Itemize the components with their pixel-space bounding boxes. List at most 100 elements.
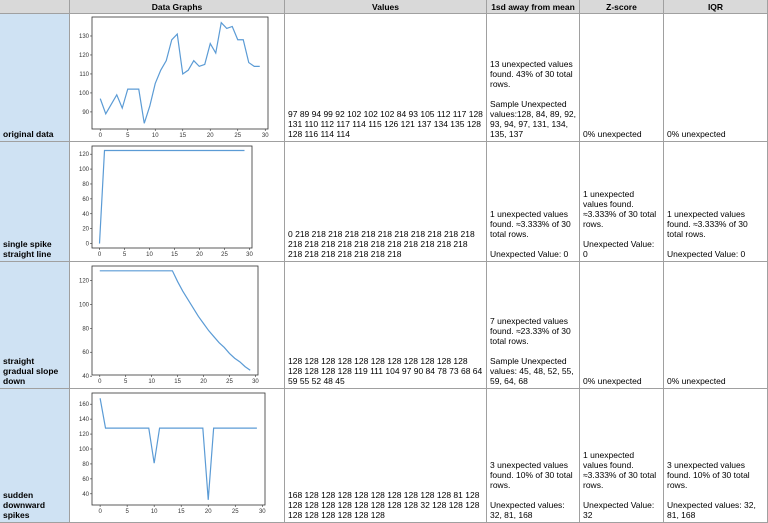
x-tick-label: 30 bbox=[252, 379, 259, 385]
result-text: 3 unexpected values found. 10% of 30 tot… bbox=[667, 460, 750, 490]
header-cell: Data Graphs bbox=[70, 0, 285, 14]
sd-cell: 13 unexpected values found. 43% of 30 to… bbox=[487, 14, 580, 142]
values-cell: 0 218 218 218 218 218 218 218 218 218 21… bbox=[285, 142, 487, 262]
result-text: 1 unexpected values found. ≈3.333% of 30… bbox=[583, 450, 657, 490]
data-line bbox=[98, 149, 245, 244]
iqr-cell: 1 unexpected values found. ≈3.333% of 30… bbox=[664, 142, 768, 262]
result-text: Unexpected Value: 0 bbox=[490, 249, 569, 259]
spacer bbox=[490, 346, 576, 356]
result-text: Unexpected Value: 32 bbox=[583, 500, 655, 520]
graph-cell: 0 5 10 15 20 25 30 40 60 80 100 120 140 160 bbox=[70, 389, 285, 523]
result-text: Unexpected Value: 0 bbox=[583, 239, 655, 259]
y-tick-label: 160 bbox=[79, 402, 90, 408]
y-tick-label: 110 bbox=[79, 72, 89, 78]
y-tick-label: 100 bbox=[79, 91, 90, 97]
y-tick-label: 0 bbox=[86, 242, 90, 248]
graph-cell: 0 5 10 15 20 25 30 90 100 110 120 130 bbox=[70, 14, 285, 142]
graph-cell: 0 5 10 15 20 25 30 40 60 80 100 120 bbox=[70, 262, 285, 389]
y-tick-label: 120 bbox=[79, 53, 90, 59]
data-line bbox=[99, 398, 257, 500]
spacer bbox=[490, 89, 576, 99]
x-tick-label: 15 bbox=[178, 509, 185, 515]
header-cell bbox=[0, 0, 70, 14]
y-tick-label: 120 bbox=[79, 278, 90, 284]
plot-frame bbox=[91, 392, 266, 506]
line-chart: 0 5 10 15 20 25 30 0 20 40 60 80 100 120 bbox=[79, 145, 253, 258]
y-tick-label: 60 bbox=[82, 350, 89, 356]
x-tick-label: 20 bbox=[207, 133, 214, 139]
result-text: 1 unexpected values found. ≈3.333% of 30… bbox=[583, 189, 657, 229]
x-tick-label: 25 bbox=[221, 252, 228, 258]
x-tick-label: 25 bbox=[232, 509, 239, 515]
plot-frame bbox=[91, 145, 253, 249]
line-chart: 0 5 10 15 20 25 30 90 100 110 120 130 bbox=[79, 16, 269, 139]
x-tick-label: 15 bbox=[174, 379, 181, 385]
x-tick-label: 25 bbox=[234, 133, 241, 139]
x-tick-label: 20 bbox=[205, 509, 212, 515]
y-tick-label: 120 bbox=[79, 152, 90, 158]
x-tick-label: 30 bbox=[246, 252, 253, 258]
result-text: Unexpected values: 32, 81, 168 bbox=[490, 500, 565, 520]
values-cell: 97 89 94 99 92 102 102 102 84 93 105 112… bbox=[285, 14, 487, 142]
iqr-cell: 0% unexpected bbox=[664, 14, 768, 142]
values-text: 128 128 128 128 128 128 128 128 128 128 … bbox=[288, 356, 483, 386]
x-tick-label: 0 bbox=[99, 133, 103, 139]
line-chart: 0 5 10 15 20 25 30 40 60 80 100 120 140 160 bbox=[79, 392, 266, 515]
spacer bbox=[667, 239, 764, 249]
result-text: 1 unexpected values found. ≈3.333% of 30… bbox=[667, 209, 748, 239]
spacer bbox=[490, 490, 576, 500]
x-tick-label: 20 bbox=[196, 252, 203, 258]
header-cell: IQR bbox=[664, 0, 768, 14]
header-text: IQR bbox=[707, 1, 724, 12]
header-cell: Z-score bbox=[580, 0, 664, 14]
row-label: sudden downward spikes bbox=[3, 490, 46, 520]
x-tick-label: 10 bbox=[146, 252, 153, 258]
spacer bbox=[490, 239, 576, 249]
result-text: Sample Unexpected values: 45, 48, 52, 55… bbox=[490, 356, 574, 386]
result-text: 0% unexpected bbox=[667, 129, 726, 139]
y-tick-label: 100 bbox=[79, 167, 90, 173]
z-cell: 1 unexpected values found. ≈3.333% of 30… bbox=[580, 142, 664, 262]
header-text: Values bbox=[372, 1, 399, 12]
y-tick-label: 40 bbox=[82, 212, 89, 218]
y-tick-label: 80 bbox=[82, 326, 89, 332]
line-chart: 0 5 10 15 20 25 30 40 60 80 100 120 bbox=[79, 265, 259, 385]
result-text: Unexpected Value: 0 bbox=[667, 249, 746, 259]
sd-cell: 1 unexpected values found. ≈3.333% of 30… bbox=[487, 142, 580, 262]
y-tick-label: 120 bbox=[79, 432, 90, 438]
spacer bbox=[583, 229, 660, 239]
y-tick-label: 20 bbox=[82, 227, 89, 233]
result-text: 0% unexpected bbox=[583, 129, 642, 139]
row-label: original data bbox=[3, 129, 54, 139]
result-text: 0% unexpected bbox=[583, 376, 642, 386]
plot-frame bbox=[91, 265, 259, 376]
result-text: 1 unexpected values found. ≈3.333% of 30… bbox=[490, 209, 571, 239]
x-tick-label: 0 bbox=[98, 509, 102, 515]
y-tick-label: 80 bbox=[82, 462, 89, 468]
z-cell: 0% unexpected bbox=[580, 14, 664, 142]
x-tick-label: 25 bbox=[226, 379, 233, 385]
x-tick-label: 5 bbox=[123, 252, 127, 258]
label-cell: straight gradual slope down bbox=[0, 262, 70, 389]
values-cell: 168 128 128 128 128 128 128 128 128 128 … bbox=[285, 389, 487, 523]
z-cell: 1 unexpected values found. ≈3.333% of 30… bbox=[580, 389, 664, 523]
spacer bbox=[667, 490, 764, 500]
x-tick-label: 0 bbox=[98, 379, 102, 385]
sd-cell: 3 unexpected values found. 10% of 30 tot… bbox=[487, 389, 580, 523]
values-cell: 128 128 128 128 128 128 128 128 128 128 … bbox=[285, 262, 487, 389]
y-tick-label: 100 bbox=[79, 447, 90, 453]
x-tick-label: 5 bbox=[124, 379, 128, 385]
plot-frame bbox=[91, 16, 269, 130]
x-tick-label: 0 bbox=[98, 252, 102, 258]
x-tick-label: 15 bbox=[171, 252, 178, 258]
label-cell: single spike straight line bbox=[0, 142, 70, 262]
x-tick-label: 5 bbox=[126, 133, 130, 139]
spacer bbox=[583, 490, 660, 500]
x-tick-label: 10 bbox=[148, 379, 155, 385]
y-tick-label: 130 bbox=[79, 34, 90, 40]
y-tick-label: 60 bbox=[82, 197, 89, 203]
sd-cell: 7 unexpected values found. ≈23.33% of 30… bbox=[487, 262, 580, 389]
row-label: single spike straight line bbox=[3, 239, 52, 259]
y-tick-label: 90 bbox=[82, 110, 89, 116]
